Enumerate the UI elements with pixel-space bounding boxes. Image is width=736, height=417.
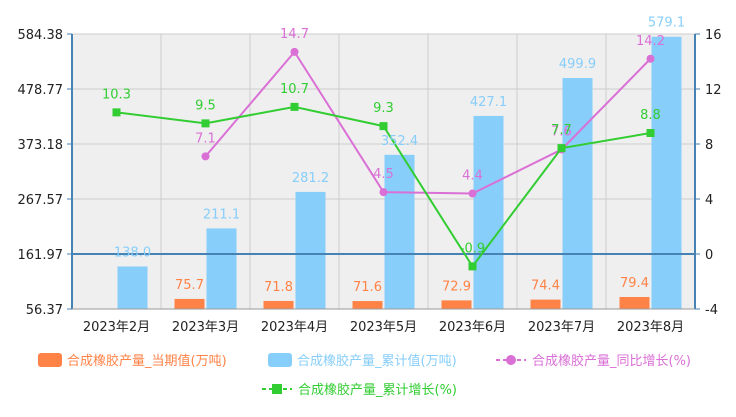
bar-current: [174, 298, 205, 309]
bar-current: [441, 300, 472, 309]
data-label: 427.1: [470, 95, 507, 110]
line-series: [112, 47, 655, 271]
left-tick-label: 267.57: [18, 193, 64, 208]
axes: 584.38 478.77 373.18 267.57 161.97 56.37 16 12 8…: [18, 28, 722, 335]
data-label: 4.4: [462, 169, 483, 184]
data-label: 75.7: [175, 278, 204, 293]
data-label: 211.1: [203, 207, 240, 222]
bar-cumulative: [295, 191, 326, 309]
legend-label-cumulative-growth: 合成橡胶产量_累计增长(%): [298, 382, 457, 398]
bar-cumulative: [473, 115, 504, 309]
x-tick-label: 2023年7月: [528, 320, 595, 335]
left-tick-label: 584.38: [18, 28, 64, 43]
data-label: 4.5: [373, 167, 394, 182]
bar-current: [352, 301, 383, 309]
point-yoy-growth: [468, 189, 477, 198]
data-label: 14.7: [280, 27, 309, 42]
data-label: -0.9: [460, 241, 485, 256]
point-cumulative-growth: [201, 119, 210, 128]
left-tick-label: 56.37: [26, 303, 63, 318]
point-cumulative-growth: [468, 262, 477, 271]
data-label: 71.6: [353, 280, 382, 295]
bar-cumulative: [117, 266, 148, 309]
point-yoy-growth: [201, 152, 210, 161]
x-tick-label: 2023年3月: [172, 320, 239, 335]
data-label: 10.7: [280, 82, 309, 97]
point-cumulative-growth: [557, 144, 566, 153]
bar-series: [117, 36, 682, 310]
bar-current: [263, 300, 294, 309]
data-label: 8.8: [640, 108, 661, 123]
legend-marker-yoy: [506, 355, 516, 365]
right-tick-label: 16: [705, 28, 722, 43]
point-cumulative-growth: [112, 108, 121, 117]
data-label: 7.7: [551, 123, 572, 138]
point-cumulative-growth: [646, 129, 655, 137]
data-label: 499.9: [559, 57, 596, 72]
data-label: 10.3: [102, 87, 131, 102]
left-tick-label: 373.18: [18, 138, 64, 153]
data-label: 7.1: [195, 131, 216, 146]
x-tick-label: 2023年4月: [261, 320, 328, 335]
point-cumulative-growth: [379, 122, 388, 131]
right-tick-label: 4: [705, 193, 713, 208]
legend: 合成橡胶产量_当期值(万吨) 合成橡胶产量_累计值(万吨) 合成橡胶产量_同比增长(…: [38, 353, 691, 398]
data-label: 9.3: [373, 101, 394, 116]
x-tick-label: 2023年6月: [439, 320, 506, 335]
legend-swatch-current: [38, 353, 62, 367]
point-yoy-growth: [290, 47, 299, 56]
right-tick-label: 8: [705, 138, 713, 153]
x-tick-label: 2023年5月: [350, 320, 417, 335]
point-yoy-growth: [379, 188, 388, 197]
legend-label-current: 合成橡胶产量_当期值(万吨): [67, 353, 227, 369]
bar-current: [619, 297, 650, 309]
data-label: 72.9: [442, 279, 471, 294]
data-label: 79.4: [620, 276, 649, 291]
left-tick-label: 478.77: [18, 83, 64, 98]
data-label: 71.8: [264, 280, 293, 295]
legend-label-yoy: 合成橡胶产量_同比增长(%): [532, 353, 691, 369]
data-label: 9.5: [195, 98, 216, 113]
right-tick-label: -4: [705, 303, 718, 318]
bar-cumulative: [651, 36, 682, 310]
data-label: 74.4: [531, 279, 560, 294]
x-tick-label: 2023年8月: [617, 320, 684, 335]
data-label: 579.1: [648, 16, 685, 31]
bar-cumulative: [562, 77, 593, 309]
data-label: 7.6: [551, 125, 572, 140]
data-labels: 75.7 71.8 71.6 72.9 74.4 79.4 138.0 211.1 281.2 3…: [102, 16, 685, 295]
point-yoy-growth: [646, 54, 655, 63]
point-cumulative-growth: [290, 102, 299, 111]
left-tick-label: 161.97: [18, 248, 64, 263]
bar-cumulative: [206, 228, 237, 309]
data-label: 281.2: [292, 171, 329, 186]
bar-cumulative: [384, 154, 415, 309]
data-label: 352.4: [381, 134, 418, 149]
right-tick-label: 0: [705, 248, 713, 263]
line-yoy-growth: [204, 50, 652, 195]
legend-label-cumulative: 合成橡胶产量_累计值(万吨): [297, 353, 457, 369]
legend-marker-cumulative-growth: [272, 384, 282, 394]
legend-swatch-cumulative: [268, 353, 292, 367]
x-tick-label: 2023年2月: [83, 320, 150, 335]
bar-current: [530, 299, 561, 309]
data-label: 138.0: [114, 245, 151, 260]
right-tick-label: 12: [705, 83, 722, 98]
data-label: 14.2: [636, 34, 665, 49]
